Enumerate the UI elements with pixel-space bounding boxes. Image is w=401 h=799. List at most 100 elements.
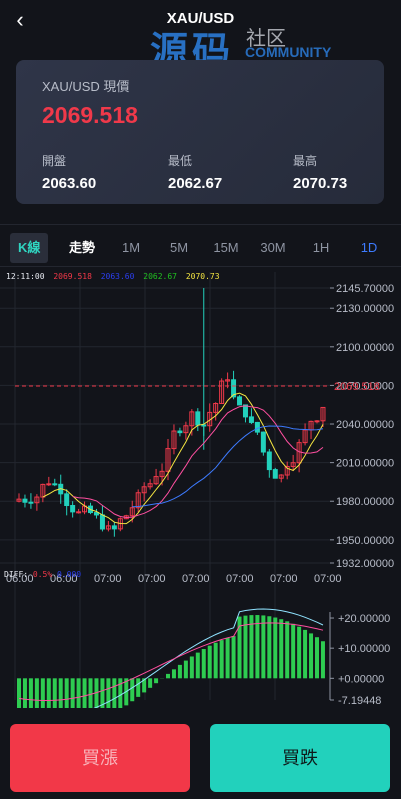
histogram-bar <box>88 678 93 708</box>
tab-kline[interactable]: K線 <box>10 233 49 263</box>
low-label: 最低 <box>168 154 193 168</box>
candle-body <box>231 379 237 398</box>
legend-value: 2070.73 <box>185 272 220 281</box>
diff-axis-label: +10.00000 <box>338 643 390 655</box>
histogram-bar <box>177 664 182 679</box>
candle-body <box>165 448 171 472</box>
diff-axis-label: +20.00000 <box>338 613 390 625</box>
histogram-bar <box>40 678 45 708</box>
price-axis-label: 1932.00000 <box>336 558 394 570</box>
histogram-bar <box>118 678 123 708</box>
candle-body <box>290 462 296 467</box>
time-axis-label: 07:00 <box>226 573 254 585</box>
current-price: 2069.518 <box>42 102 138 128</box>
open-stat: 開盤 2063.60 <box>42 152 96 192</box>
histogram-bar <box>17 678 21 708</box>
time-axis-label: 07:00 <box>138 573 166 585</box>
candle-body <box>141 486 147 494</box>
histogram-bar <box>82 678 87 708</box>
high-label: 最高 <box>293 154 318 168</box>
histogram-bar <box>189 656 194 679</box>
histogram-bar <box>225 637 230 679</box>
price-axis-label: 2145.70000 <box>336 283 394 295</box>
histogram-bar <box>285 621 290 679</box>
candle-body <box>99 514 105 530</box>
legend-value: 2063.60 <box>100 272 135 281</box>
legend-time: 12:11:00 <box>6 272 45 281</box>
buy-down-button[interactable]: 買跌 <box>210 724 390 792</box>
diff-value: 0.000 <box>57 570 82 579</box>
tab-30m[interactable]: 30M <box>260 240 286 255</box>
candle-body <box>237 396 243 406</box>
page-title: XAU/USD <box>166 10 235 27</box>
diff-value: 0.5% <box>32 570 53 579</box>
tab-1h[interactable]: 1H <box>312 240 330 255</box>
candle-body <box>183 425 189 434</box>
candle-body <box>171 430 177 450</box>
histogram-bar <box>58 678 63 708</box>
candle-body <box>284 465 290 476</box>
histogram-bar <box>100 678 105 708</box>
tab-15m[interactable]: 15M <box>213 240 239 255</box>
price-axis-label: 2130.00000 <box>336 303 394 315</box>
candle-body <box>242 404 248 418</box>
price-axis-label: 2010.00000 <box>336 458 394 470</box>
histogram-bar <box>231 636 236 679</box>
ma-line <box>42 392 324 525</box>
histogram-bar <box>112 678 117 708</box>
low-value: 2062.67 <box>168 175 223 192</box>
histogram-bar <box>166 673 170 679</box>
open-label: 開盤 <box>42 154 67 168</box>
histogram-bar <box>76 678 81 708</box>
histogram-bar <box>195 652 200 679</box>
legend-value: 2062.67 <box>143 272 177 281</box>
price-axis-label: 2070.00000 <box>336 380 394 392</box>
tab-5m[interactable]: 5M <box>169 240 189 255</box>
histogram-bar <box>255 615 260 679</box>
time-axis-label: 07:00 <box>182 573 210 585</box>
histogram-bar <box>106 678 111 708</box>
candle-body <box>260 431 266 453</box>
tab-1d[interactable]: 1D <box>360 240 378 255</box>
histogram-bar <box>315 637 319 679</box>
histogram-bar <box>52 678 57 708</box>
histogram-bar <box>64 678 69 708</box>
candle-body <box>76 511 82 514</box>
candle-body <box>272 469 278 479</box>
time-axis-label: 06:00 <box>6 573 34 585</box>
price-card: XAU/USD 現價 2069.518 開盤 2063.60 最低 2062.6… <box>16 60 384 204</box>
histogram-bar <box>237 616 242 679</box>
histogram-bar <box>94 678 99 708</box>
tab-trend[interactable]: 走勢 <box>68 240 95 255</box>
dif-line <box>93 608 324 708</box>
histogram-bar <box>142 678 147 693</box>
price-axis-label: 2100.00000 <box>336 342 394 354</box>
histogram-bar <box>291 623 296 679</box>
candle-body <box>320 406 326 422</box>
candle-body <box>195 411 201 426</box>
open-value: 2063.60 <box>42 175 97 192</box>
tab-1m[interactable]: 1M <box>121 240 141 255</box>
ma-line <box>132 425 324 508</box>
buy-up-button[interactable]: 買漲 <box>10 724 190 792</box>
candle-body <box>189 411 195 427</box>
diff-axis-label: +0.00000 <box>338 673 384 685</box>
histogram-bar <box>130 678 135 702</box>
divider <box>0 224 401 225</box>
kline-chart[interactable]: 2145.70000 2130.00000 2100.00000 2070.00000… <box>0 268 401 708</box>
histogram-bar <box>46 678 51 708</box>
price-axis-label: 1980.00000 <box>336 496 394 508</box>
candle-body <box>314 420 320 423</box>
candle-body <box>93 512 99 516</box>
timeframe-tabs: K線 走勢 1M 5M 15M 30M 1H 1D <box>0 233 401 263</box>
histogram-bar <box>267 616 272 679</box>
histogram-bar <box>320 641 325 679</box>
candle-body <box>225 379 231 382</box>
low-stat: 最低 2062.67 <box>168 152 222 192</box>
watermark-community: COMMUNITY <box>245 44 332 60</box>
candle-body <box>147 483 153 488</box>
back-arrow-icon[interactable]: ‹ <box>16 7 24 32</box>
candle-body <box>16 498 22 502</box>
candle-body <box>34 496 40 504</box>
histogram-bar <box>243 615 248 679</box>
